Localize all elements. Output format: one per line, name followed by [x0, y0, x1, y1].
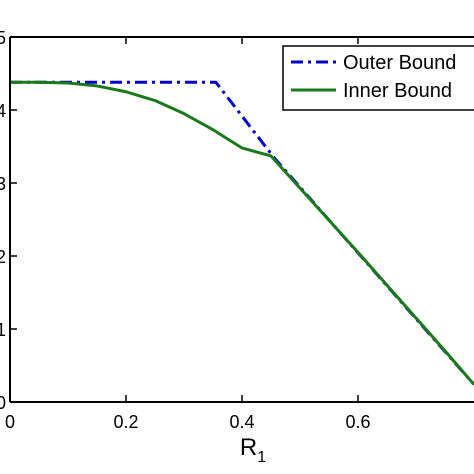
plot-lines	[10, 80, 474, 386]
x-axis-title-subscript: 1	[257, 449, 266, 466]
legend-label: Outer Bound	[343, 52, 456, 74]
legend-label: Inner Bound	[343, 80, 452, 102]
y-tick-label: 2	[0, 247, 6, 267]
series-line-outer-bound	[10, 80, 474, 386]
x-axis-title-main: R	[240, 434, 257, 461]
y-tick-label: 0	[0, 393, 6, 413]
x-tick-label: 0.2	[113, 412, 138, 432]
x-tick-label: 0.4	[229, 412, 254, 432]
legend-box	[282, 45, 474, 111]
x-axis-title: R1	[240, 434, 266, 466]
y-tick-label: 1	[0, 320, 6, 340]
y-tick-label: 4	[0, 101, 6, 121]
series-line-inner-bound	[10, 80, 474, 386]
legend: Outer Bound Inner Bound	[282, 45, 474, 111]
x-tick-label: 0	[5, 412, 15, 432]
y-tick-label: 3	[0, 174, 6, 194]
ticks-layer: 0 0.2 0.4 0.6 0 1 2 3 4 5	[0, 28, 371, 432]
y-tick-label: 5	[0, 28, 6, 48]
x-tick-label: 0.6	[345, 412, 370, 432]
